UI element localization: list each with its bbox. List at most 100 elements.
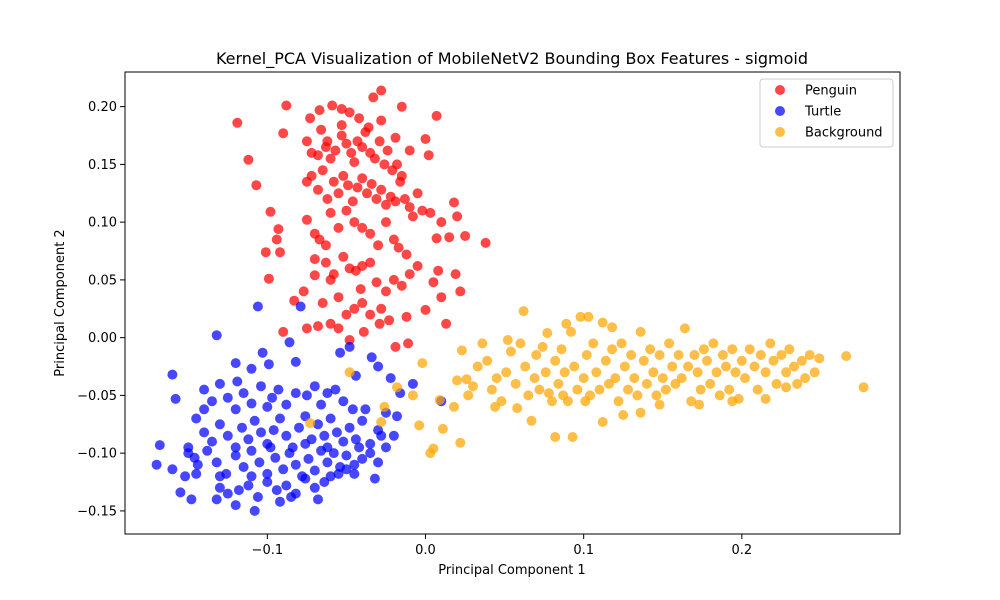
background-point [594, 384, 605, 395]
background-point [510, 378, 521, 389]
background-point [635, 326, 646, 337]
turtle-point [349, 468, 360, 479]
penguin-point [365, 309, 376, 320]
penguin-point [330, 145, 341, 156]
x-tick-label: 0.2 [731, 543, 752, 558]
background-point [727, 344, 738, 355]
turtle-point [222, 392, 233, 403]
background-point [744, 344, 755, 355]
turtle-point [349, 459, 360, 470]
background-point [792, 378, 803, 389]
background-point [708, 338, 719, 349]
background-point [841, 351, 852, 362]
turtle-point [214, 419, 225, 430]
turtle-point [275, 413, 285, 424]
turtle-point [262, 468, 273, 479]
penguin-point [352, 182, 363, 193]
penguin-point [396, 280, 407, 291]
penguin-point [366, 179, 377, 189]
turtle-point [300, 438, 311, 449]
penguin-point [396, 170, 407, 181]
background-point [434, 395, 445, 405]
background-point [686, 396, 697, 407]
background-point [664, 338, 675, 349]
turtle-point [271, 485, 282, 496]
background-point [556, 344, 567, 355]
turtle-point [263, 359, 274, 370]
turtle-point [186, 494, 197, 505]
penguin-point [355, 284, 366, 295]
penguin-point [278, 326, 289, 337]
turtle-point [257, 347, 268, 358]
turtle-point [199, 384, 210, 395]
turtle-point [199, 404, 210, 415]
penguin-point [301, 323, 312, 334]
background-point [796, 355, 807, 366]
penguin-point [336, 104, 347, 114]
turtle-point [230, 404, 241, 415]
turtle-point [335, 347, 346, 358]
turtle-point [290, 459, 301, 470]
turtle-point [256, 381, 266, 392]
legend-label-penguin: Penguin [805, 84, 857, 99]
turtle-point [230, 500, 241, 511]
background-point [705, 378, 716, 389]
penguin-point [382, 145, 393, 156]
background-point [721, 361, 731, 372]
turtle-point [331, 427, 342, 438]
x-tick-label: 0.0 [415, 543, 436, 558]
points-layer [151, 85, 869, 516]
turtle-point [262, 477, 273, 487]
penguin-point [455, 286, 466, 297]
turtle-point [325, 413, 336, 424]
background-point [752, 384, 763, 395]
penguin-point [431, 110, 442, 121]
penguin-point [328, 176, 339, 187]
background-point [591, 367, 602, 378]
turtle-point [354, 442, 365, 453]
penguin-point [379, 159, 390, 170]
penguin-point [344, 107, 355, 118]
penguin-point [450, 269, 461, 280]
penguin-point [358, 326, 369, 337]
turtle-point [246, 445, 257, 456]
penguin-point [390, 132, 401, 143]
penguin-point [357, 261, 368, 271]
penguin-point [480, 237, 491, 248]
turtle-point [369, 473, 380, 484]
penguin-point [376, 115, 387, 126]
penguin-point [333, 323, 344, 334]
penguin-point [412, 188, 423, 199]
penguin-point [376, 303, 387, 314]
turtle-point [214, 471, 225, 482]
background-point [376, 417, 387, 427]
turtle-point [243, 434, 254, 445]
penguin-point [376, 184, 387, 195]
background-point [482, 355, 493, 366]
y-tick-label: 0.05 [88, 273, 117, 288]
penguin-point [404, 269, 415, 280]
penguin-point [401, 311, 412, 322]
turtle-point [357, 415, 368, 426]
y-tick-label: 0.00 [88, 331, 117, 346]
penguin-point [425, 207, 436, 218]
y-axis-label: Principal Component 2 [53, 229, 68, 376]
penguin-point [388, 274, 399, 285]
legend-marker-background [775, 127, 785, 137]
penguin-point [431, 233, 442, 244]
background-point [561, 318, 572, 329]
background-point [789, 361, 799, 372]
background-point [654, 399, 665, 410]
turtle-point [347, 404, 358, 415]
penguin-point [420, 304, 431, 315]
penguin-point [433, 265, 444, 276]
plot-area-frame [124, 71, 901, 535]
background-point [550, 355, 561, 366]
penguin-point [251, 180, 262, 191]
penguin-point [333, 188, 344, 199]
background-point [572, 384, 583, 395]
background-point [667, 361, 678, 372]
background-point [455, 437, 466, 448]
penguin-point [374, 136, 385, 147]
background-point [604, 378, 614, 389]
